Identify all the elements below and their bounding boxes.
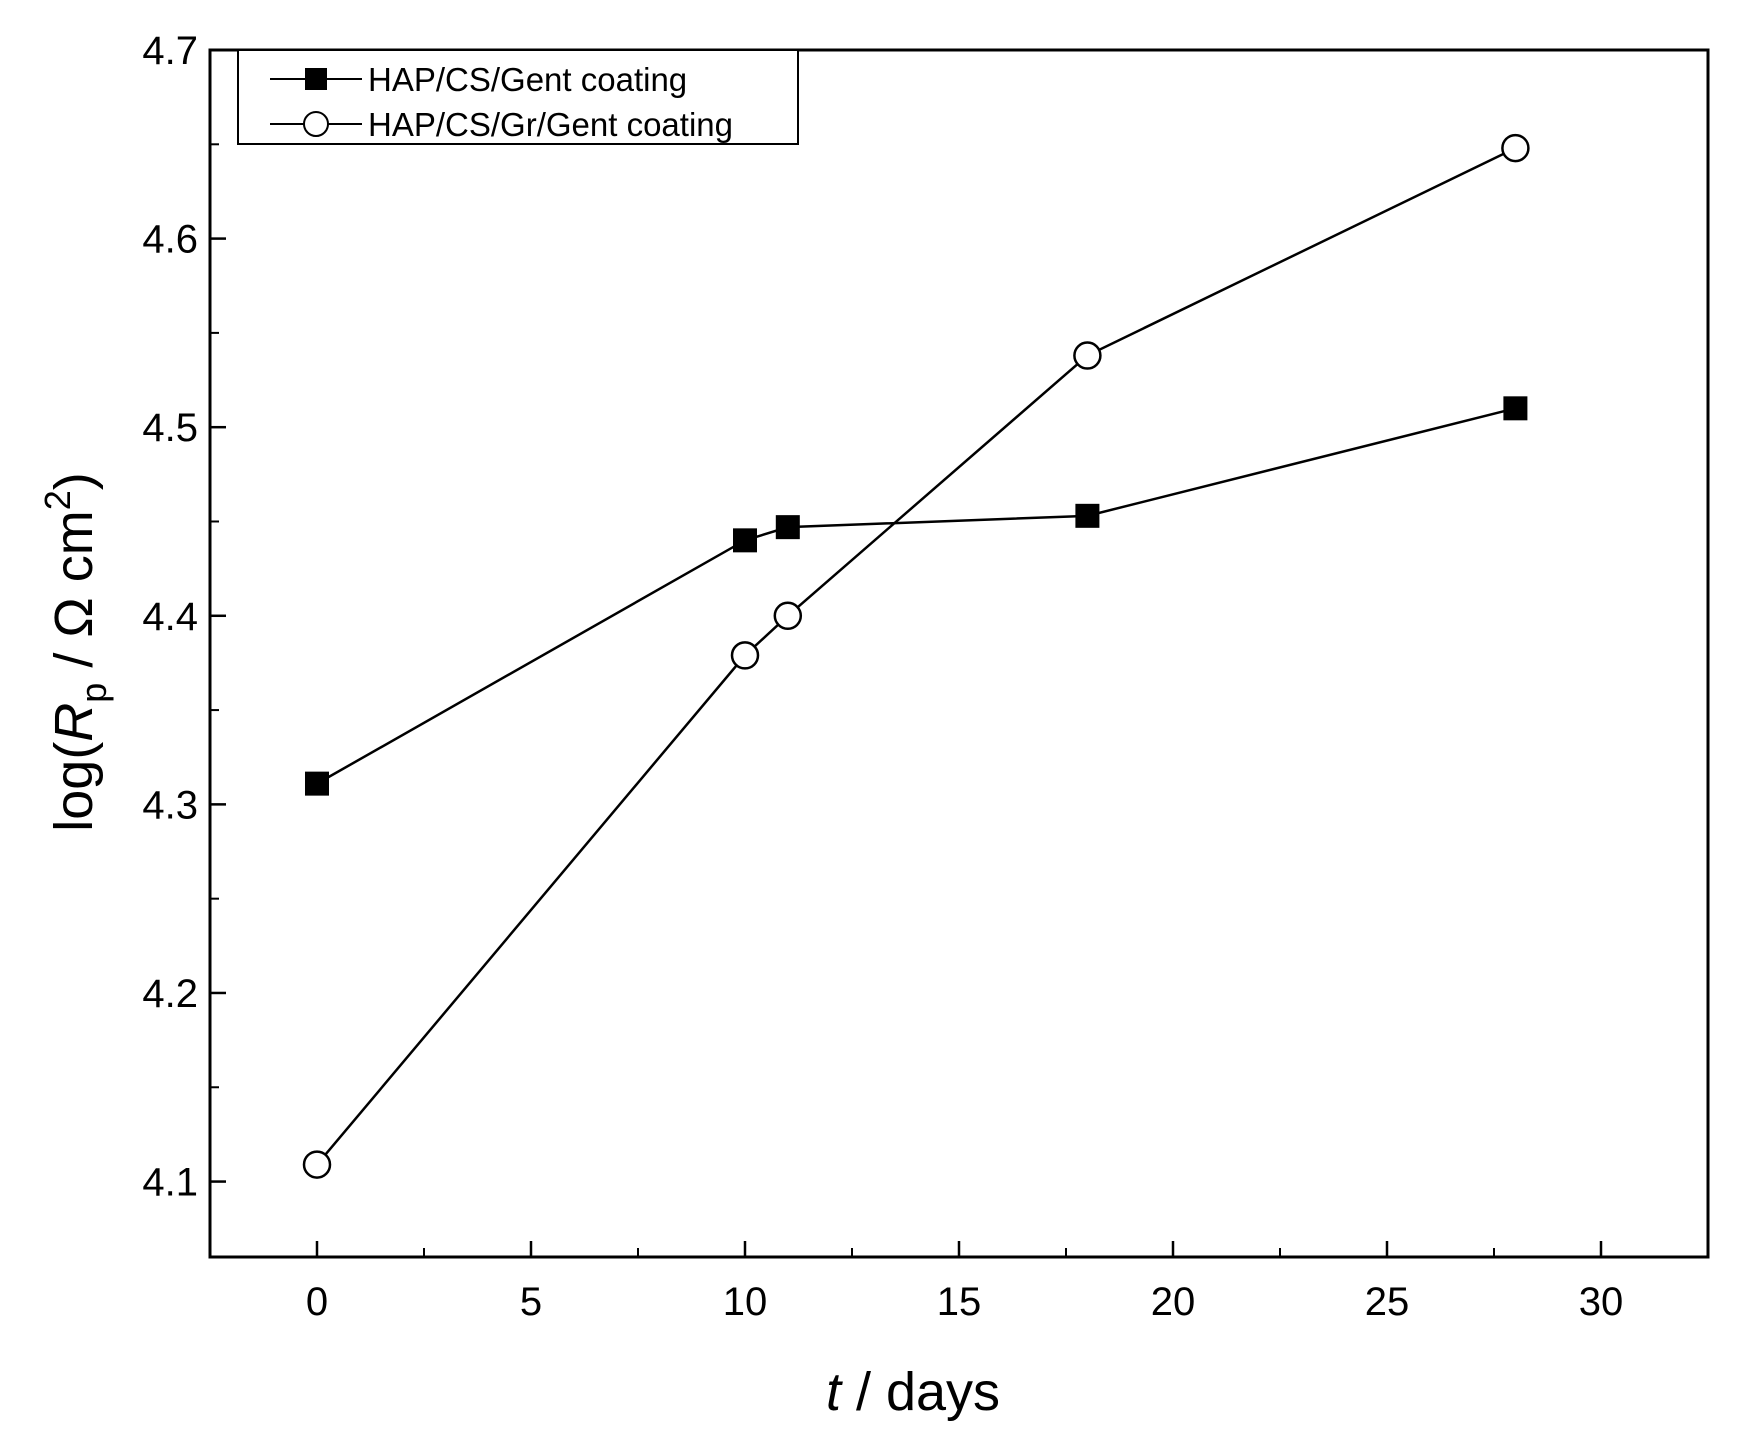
series-line-2 — [316, 146, 1516, 1166]
series-1-point — [733, 528, 757, 553]
series-1-point — [775, 515, 800, 540]
series-line-1 — [316, 407, 1516, 785]
series-layer — [302, 133, 1530, 1179]
series-2-point — [773, 601, 803, 631]
x-axis-title: t / days — [826, 1362, 1000, 1422]
legend-marker-series-1 — [305, 68, 327, 90]
y-tick-label: 4.6 — [142, 218, 198, 262]
x-tick-label: 5 — [520, 1280, 542, 1324]
axis-ticks: 0 5 10 15 20 25 30 4.1 4.2 4.3 4.4 4.5 4.6 4.7 — [142, 29, 1623, 1324]
y-axis-title: log(Rp / Ω cm2) — [37, 472, 114, 831]
x-tick-label: 20 — [1151, 1280, 1196, 1324]
legend-marker-series-2 — [303, 111, 329, 137]
plot-frame — [208, 48, 1710, 1259]
series-2-point — [302, 1150, 332, 1179]
legend-label-series-2: HAP/CS/Gr/Gent coating — [368, 106, 733, 143]
x-tick-label: 15 — [937, 1280, 982, 1324]
y-tick-label: 4.5 — [142, 406, 198, 450]
legend-label-series-1: HAP/CS/Gent coating — [368, 61, 687, 98]
series-2-point — [1501, 133, 1530, 163]
y-tick-label: 4.2 — [142, 972, 198, 1016]
series-1-point — [1503, 396, 1528, 421]
series-1-point — [305, 771, 329, 796]
legend-box — [237, 49, 799, 145]
y-tick-label: 4.7 — [142, 29, 198, 73]
y-tick-label: 4.3 — [142, 783, 198, 827]
x-tick-label: 30 — [1579, 1280, 1624, 1324]
y-tick-label: 4.4 — [142, 595, 198, 639]
x-tick-label: 25 — [1365, 1280, 1410, 1324]
legend: HAP/CS/Gent coating HAP/CS/Gr/Gent coati… — [237, 49, 799, 145]
series-2-point — [730, 641, 760, 670]
x-tick-label: 10 — [723, 1280, 768, 1324]
x-tick-label: 0 — [306, 1280, 328, 1324]
series-2-point — [1073, 341, 1102, 370]
series-1-point — [1075, 503, 1100, 528]
y-tick-label: 4.1 — [142, 1161, 198, 1205]
